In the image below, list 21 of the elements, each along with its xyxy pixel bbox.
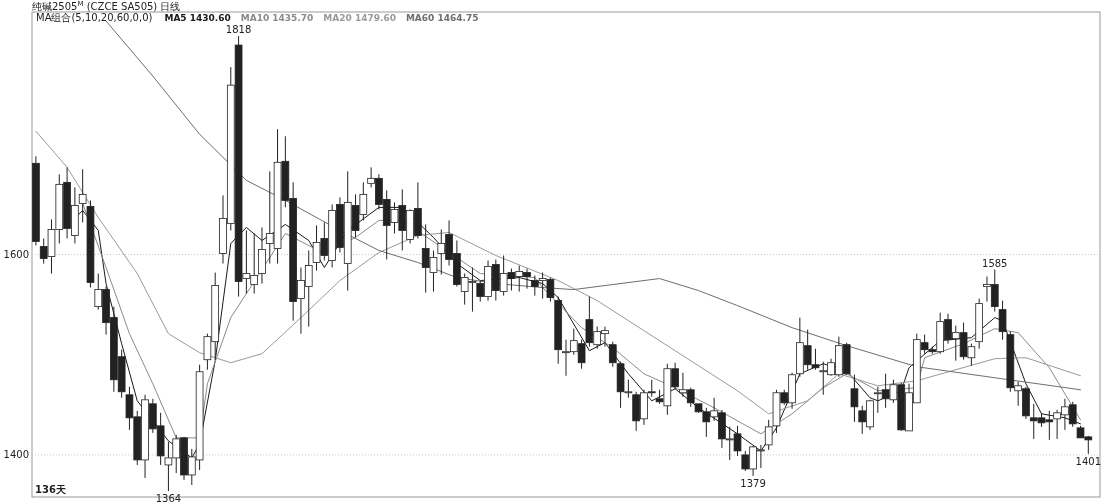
line-series xyxy=(35,130,1082,415)
text: MA20 1479.60 xyxy=(323,13,396,23)
annotation: 1401 xyxy=(1075,455,1101,467)
annotation: 1379 xyxy=(740,477,766,489)
annotation: 1818 xyxy=(225,24,252,36)
annotation: 1364 xyxy=(155,492,182,503)
y-tick-label: 1400 xyxy=(3,449,29,461)
annotation: 1585 xyxy=(982,257,1008,269)
text: MA60 1464.75 xyxy=(405,13,479,23)
candlestick xyxy=(998,300,1007,341)
y-tick-label: 1600 xyxy=(3,249,29,260)
chart-title: 纯碱2505$^{M}$ (CZCE SA505) 日线 xyxy=(32,0,181,12)
candlestick xyxy=(32,155,40,246)
candlestick xyxy=(850,374,859,423)
candlestick xyxy=(554,296,563,365)
chart-subtitle: MA组合(5,10,20,60,0,0) xyxy=(36,12,153,23)
candlestick xyxy=(258,226,266,285)
text: MA10 1435.70 xyxy=(240,13,314,23)
annotation: 136天 xyxy=(35,484,67,495)
text: MA5 1430.60 xyxy=(164,13,231,23)
candlestick xyxy=(975,298,983,350)
